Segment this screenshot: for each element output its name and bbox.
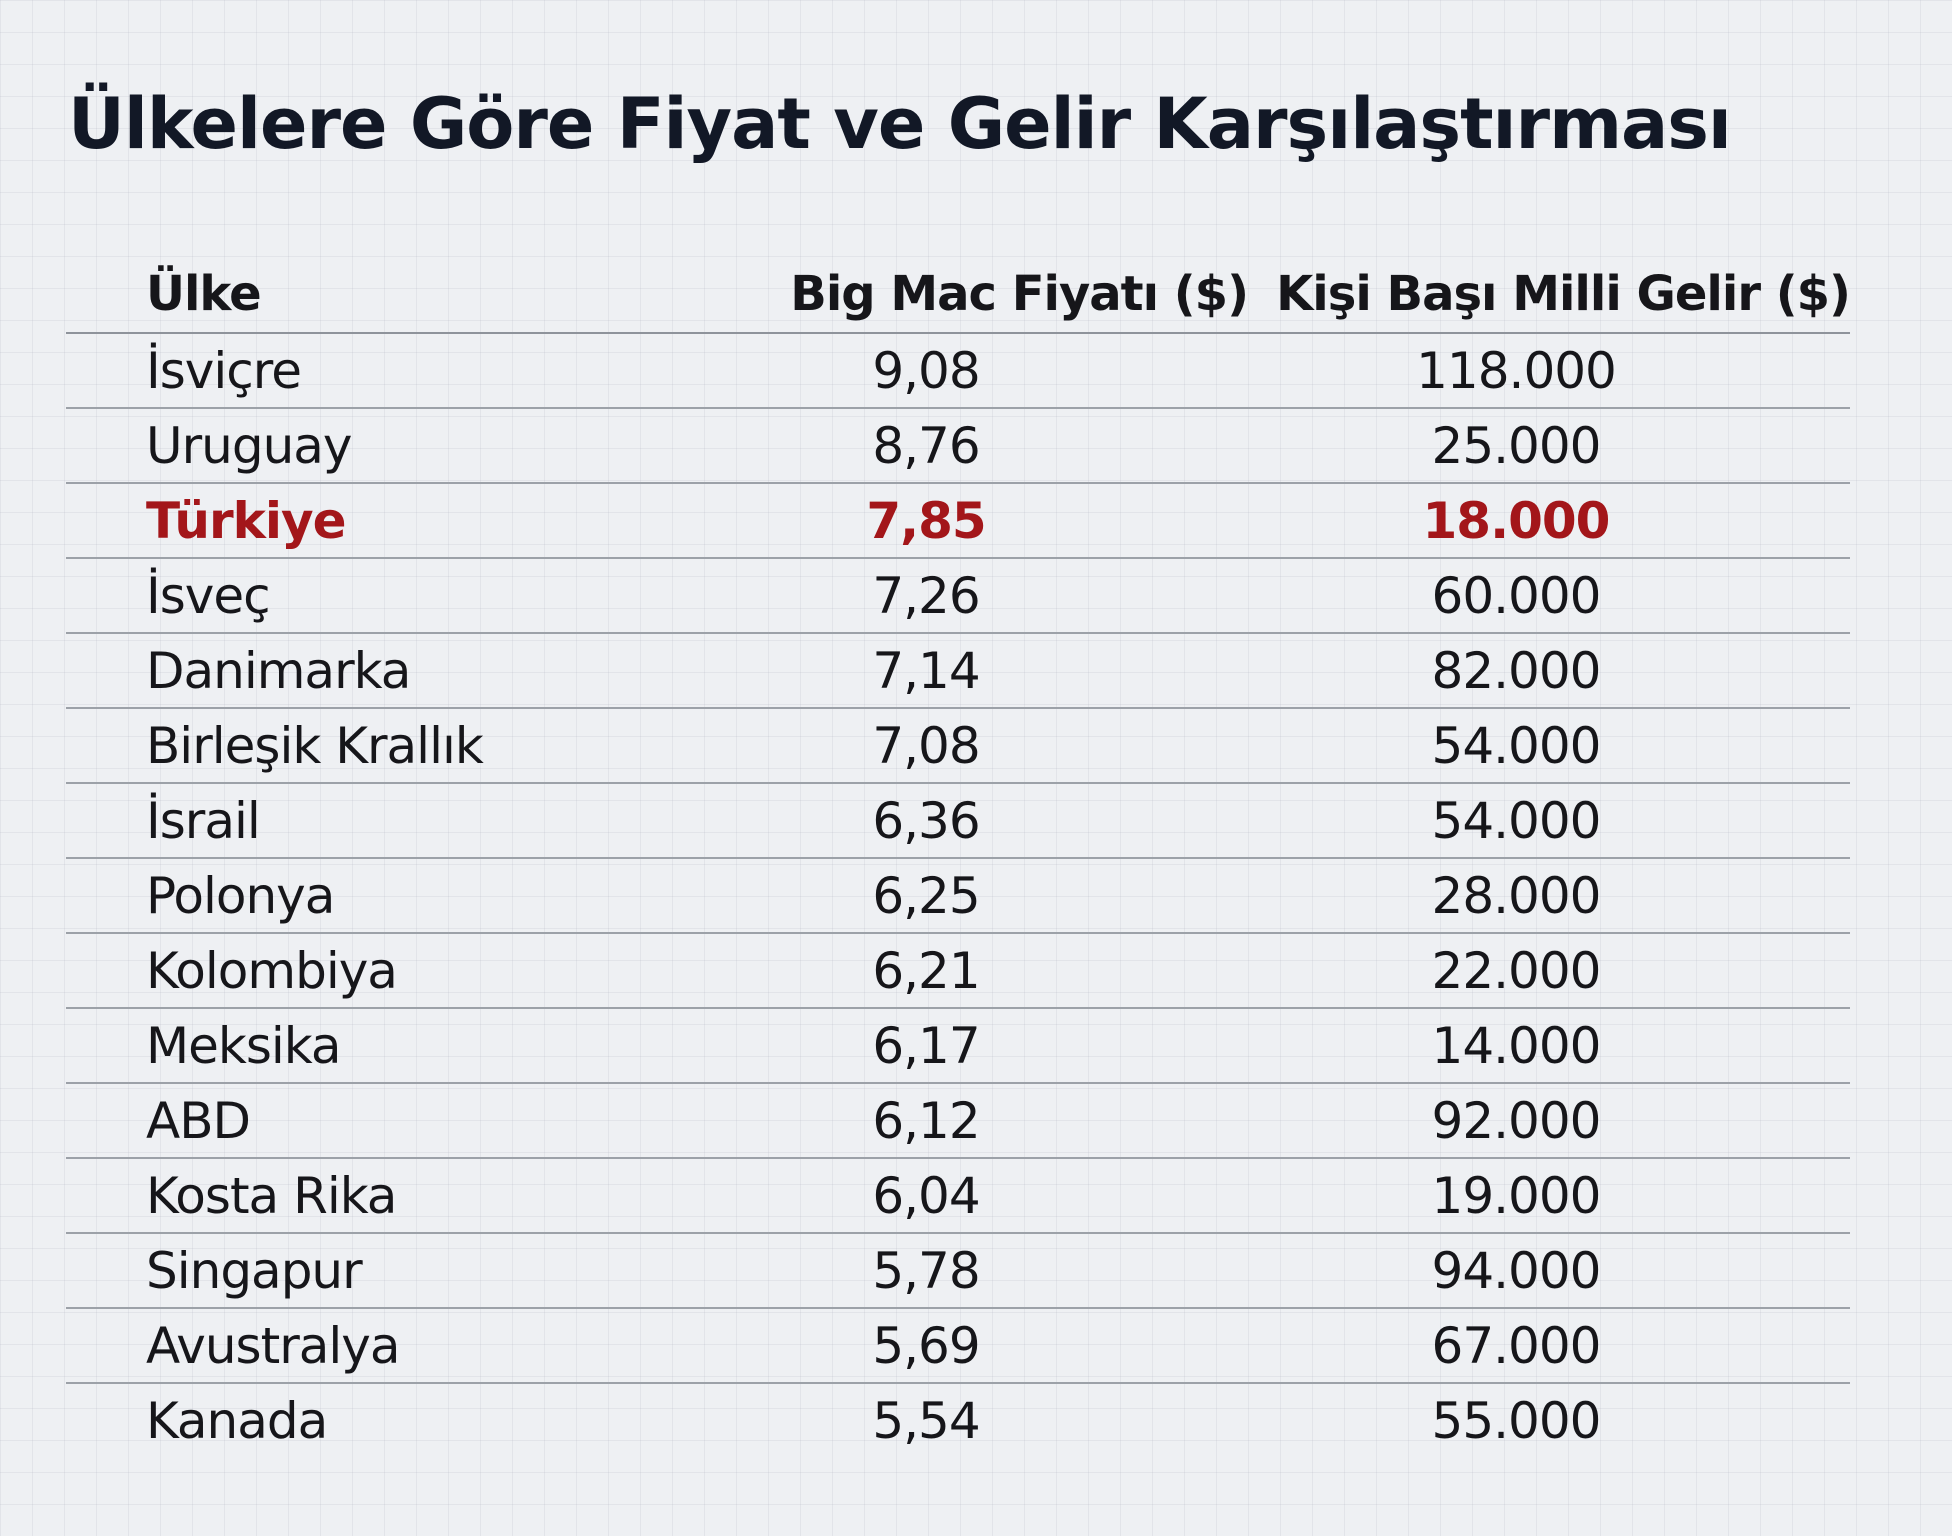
table-row: İsrail 6,36 54.000 [66,784,1850,859]
income-cell: 22.000 [1431,942,1602,1000]
column-header-country: Ülke [146,266,262,322]
income-cell: 94.000 [1431,1242,1602,1300]
income-cell: 55.000 [1431,1392,1602,1450]
table-row: Danimarka 7,14 82.000 [66,634,1850,709]
big-mac-price-cell: 7,14 [872,642,980,700]
table-row: Polonya 6,25 28.000 [66,859,1850,934]
table-row: Türkiye 7,85 18.000 [66,484,1850,559]
income-cell: 60.000 [1431,567,1602,625]
income-cell: 18.000 [1422,492,1611,550]
country-cell: Birleşik Krallık [146,717,484,775]
table-row: Uruguay 8,76 25.000 [66,409,1850,484]
big-mac-price-cell: 8,76 [872,417,980,475]
country-cell: Kolombiya [146,942,398,1000]
country-cell: İsveç [146,567,271,625]
country-cell: İsrail [146,792,261,850]
big-mac-price-cell: 6,12 [872,1092,980,1150]
income-cell: 54.000 [1431,792,1602,850]
country-cell: ABD [146,1092,251,1150]
income-cell: 14.000 [1431,1017,1602,1075]
country-cell: Uruguay [146,417,352,475]
income-cell: 28.000 [1431,867,1602,925]
big-mac-price-cell: 6,36 [872,792,980,850]
income-cell: 118.000 [1416,342,1617,400]
big-mac-price-cell: 6,17 [872,1017,980,1075]
table-row: Birleşik Krallık 7,08 54.000 [66,709,1850,784]
table-row: Kanada 5,54 55.000 [66,1384,1850,1459]
column-header-income: Kişi Başı Milli Gelir ($) [1276,266,1851,322]
country-cell: Avustralya [146,1317,401,1375]
table-row: Avustralya 5,69 67.000 [66,1309,1850,1384]
table-row: Singapur 5,78 94.000 [66,1234,1850,1309]
table-row: Kolombiya 6,21 22.000 [66,934,1850,1009]
country-cell: Türkiye [146,492,346,550]
table-row: İsviçre 9,08 118.000 [66,334,1850,409]
comparison-table: Ülke Big Mac Fiyatı ($) Kişi Başı Milli … [66,256,1851,1459]
big-mac-price-cell: 9,08 [872,342,980,400]
table-row: İsveç 7,26 60.000 [66,559,1850,634]
column-header-big-mac-price: Big Mac Fiyatı ($) [790,266,1249,322]
country-cell: Singapur [146,1242,363,1300]
income-cell: 67.000 [1431,1317,1602,1375]
income-cell: 25.000 [1431,417,1602,475]
big-mac-price-cell: 7,08 [872,717,980,775]
table-row: Meksika 6,17 14.000 [66,1009,1850,1084]
big-mac-price-cell: 6,04 [872,1167,980,1225]
country-cell: Danimarka [146,642,411,700]
country-cell: Meksika [146,1017,342,1075]
country-cell: İsviçre [146,342,302,400]
table-header-row: Ülke Big Mac Fiyatı ($) Kişi Başı Milli … [66,256,1851,334]
big-mac-price-cell: 5,78 [872,1242,980,1300]
big-mac-price-cell: 5,69 [872,1317,980,1375]
country-cell: Polonya [146,867,335,925]
big-mac-price-cell: 6,25 [872,867,980,925]
income-cell: 82.000 [1431,642,1602,700]
income-cell: 19.000 [1431,1167,1602,1225]
big-mac-price-cell: 5,54 [872,1392,980,1450]
big-mac-price-cell: 7,26 [872,567,980,625]
table-row: Kosta Rika 6,04 19.000 [66,1159,1850,1234]
table-row: ABD 6,12 92.000 [66,1084,1850,1159]
page-title: Ülkelere Göre Fiyat ve Gelir Karşılaştır… [68,83,1732,165]
country-cell: Kosta Rika [146,1167,397,1225]
big-mac-price-cell: 6,21 [872,942,980,1000]
income-cell: 54.000 [1431,717,1602,775]
income-cell: 92.000 [1431,1092,1602,1150]
country-cell: Kanada [146,1392,328,1450]
big-mac-price-cell: 7,85 [866,492,986,550]
table-body: İsviçre 9,08 118.000 Uruguay 8,76 25.000 Türki… [66,334,1850,1459]
